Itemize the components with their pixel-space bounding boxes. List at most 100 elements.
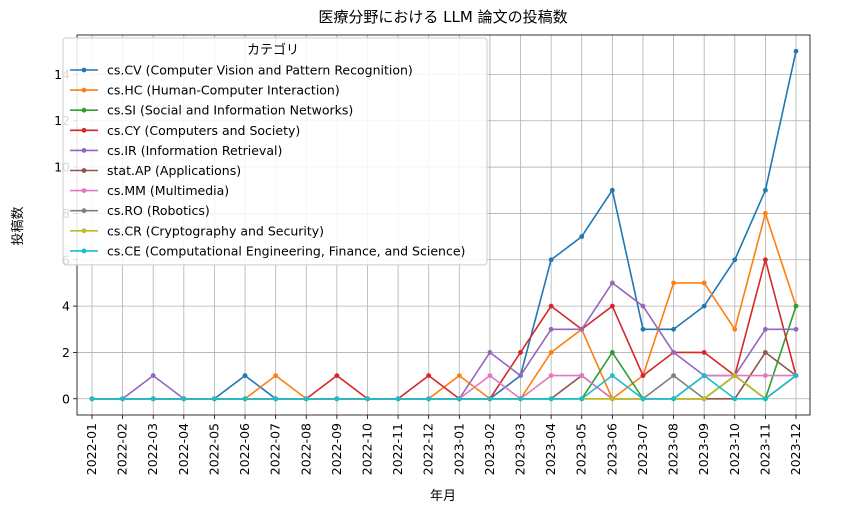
legend-marker — [81, 148, 87, 153]
data-point — [242, 396, 248, 402]
series-9 — [89, 373, 799, 402]
data-point — [89, 396, 95, 402]
data-point — [793, 326, 799, 332]
x-tick-label: 2023-10 — [727, 423, 742, 475]
x-tick-label: 2023-07 — [635, 423, 650, 475]
legend-label: cs.CR (Cryptography and Security) — [107, 223, 324, 238]
y-tick-label: 2 — [62, 345, 70, 360]
x-axis-label: 年月 — [430, 489, 456, 504]
data-point — [671, 326, 676, 332]
data-point — [732, 373, 738, 379]
data-point — [762, 326, 768, 332]
legend-item: cs.SI (Social and Information Networks) — [70, 103, 353, 118]
data-point — [518, 373, 523, 379]
x-tick-label: 2022-10 — [359, 423, 374, 475]
x-tick-label: 2022-02 — [115, 423, 130, 475]
legend: カテゴリ cs.CV (Computer Vision and Pattern … — [62, 37, 488, 266]
data-point — [732, 257, 738, 263]
legend-item: cs.HC (Human-Computer Interaction) — [70, 83, 340, 98]
x-tick-label: 2023-11 — [757, 423, 772, 475]
legend-label: cs.CE (Computational Engineering, Financ… — [107, 243, 465, 258]
legend-label: cs.IR (Information Retrieval) — [107, 143, 282, 158]
data-point — [487, 373, 493, 379]
legend-marker — [81, 127, 87, 133]
data-point — [762, 373, 768, 379]
data-point — [548, 373, 554, 379]
axes: 2022-01 2022-02 2022-03 2022-04 2022-05 2022-… — [54, 67, 803, 475]
data-point — [548, 257, 554, 263]
series-3 — [89, 257, 799, 402]
legend-marker — [81, 87, 87, 93]
data-point — [365, 396, 370, 402]
y-tick-label: 0 — [62, 391, 70, 406]
data-point — [762, 396, 768, 402]
x-tick-label: 2022-04 — [176, 423, 191, 475]
legend-item: cs.CY (Computers and Society) — [70, 123, 300, 138]
data-point — [579, 326, 585, 332]
x-tick-label: 2023-04 — [543, 423, 558, 475]
chart-title: 医療分野における LLM 論文の投稿数 — [318, 8, 567, 26]
legend-item: cs.MM (Multimedia) — [70, 183, 229, 198]
x-tick-label: 2022-05 — [206, 423, 221, 475]
legend-label: cs.CY (Computers and Society) — [107, 123, 300, 138]
data-point — [701, 350, 707, 355]
legend-marker — [81, 188, 87, 194]
series-line — [92, 282, 796, 400]
legend-item: stat.AP (Applications) — [70, 163, 241, 178]
x-tick-label: 2023-06 — [604, 423, 619, 475]
legend-item: cs.IR (Information Retrieval) — [70, 143, 282, 158]
legend-item: cs.CV (Computer Vision and Pattern Recog… — [70, 63, 413, 78]
y-tick-label: 4 — [62, 299, 70, 314]
data-point — [762, 350, 768, 355]
data-point — [548, 396, 554, 402]
data-point — [671, 280, 676, 286]
data-point — [793, 303, 799, 309]
data-point — [640, 303, 646, 309]
data-point — [548, 350, 554, 355]
data-point — [701, 396, 707, 402]
x-tick-label: 2023-12 — [788, 423, 803, 475]
data-point — [395, 396, 401, 402]
legend-label: cs.SI (Social and Information Networks) — [107, 103, 353, 118]
data-point — [671, 396, 676, 402]
data-point — [701, 373, 707, 379]
data-point — [487, 350, 493, 355]
data-point — [181, 396, 187, 402]
legend-box — [62, 37, 488, 266]
legend-marker — [81, 228, 87, 234]
legend-label: cs.HC (Human-Computer Interaction) — [107, 83, 340, 98]
data-point — [548, 326, 554, 332]
data-point — [793, 48, 799, 54]
legend-item: cs.CE (Computational Engineering, Financ… — [70, 243, 465, 258]
data-point — [456, 396, 462, 402]
legend-title: カテゴリ — [247, 42, 299, 58]
data-point — [579, 234, 585, 239]
data-point — [701, 280, 707, 286]
data-point — [273, 396, 279, 402]
x-tick-label: 2023-05 — [574, 423, 589, 475]
data-point — [609, 187, 615, 193]
y-axis-label: 投稿数 — [10, 206, 26, 245]
data-point — [456, 373, 462, 379]
series-line — [92, 351, 797, 400]
data-point — [701, 303, 707, 309]
legend-marker — [81, 208, 87, 214]
series-5 — [89, 350, 799, 402]
data-point — [487, 396, 493, 402]
series-lines — [89, 48, 799, 402]
data-point — [732, 326, 738, 332]
series-line — [92, 374, 797, 400]
data-point — [762, 187, 768, 193]
x-tick-label: 2022-12 — [421, 423, 436, 475]
data-point — [150, 373, 156, 379]
data-point — [732, 396, 738, 402]
data-point — [518, 350, 523, 355]
legend-marker — [81, 67, 87, 73]
data-point — [212, 396, 217, 402]
legend-item: cs.CR (Cryptography and Security) — [70, 223, 324, 238]
data-point — [120, 396, 126, 402]
x-tick-label: 2023-02 — [482, 423, 497, 475]
x-tick-label: 2022-11 — [390, 423, 405, 475]
legend-label: cs.MM (Multimedia) — [107, 183, 229, 198]
